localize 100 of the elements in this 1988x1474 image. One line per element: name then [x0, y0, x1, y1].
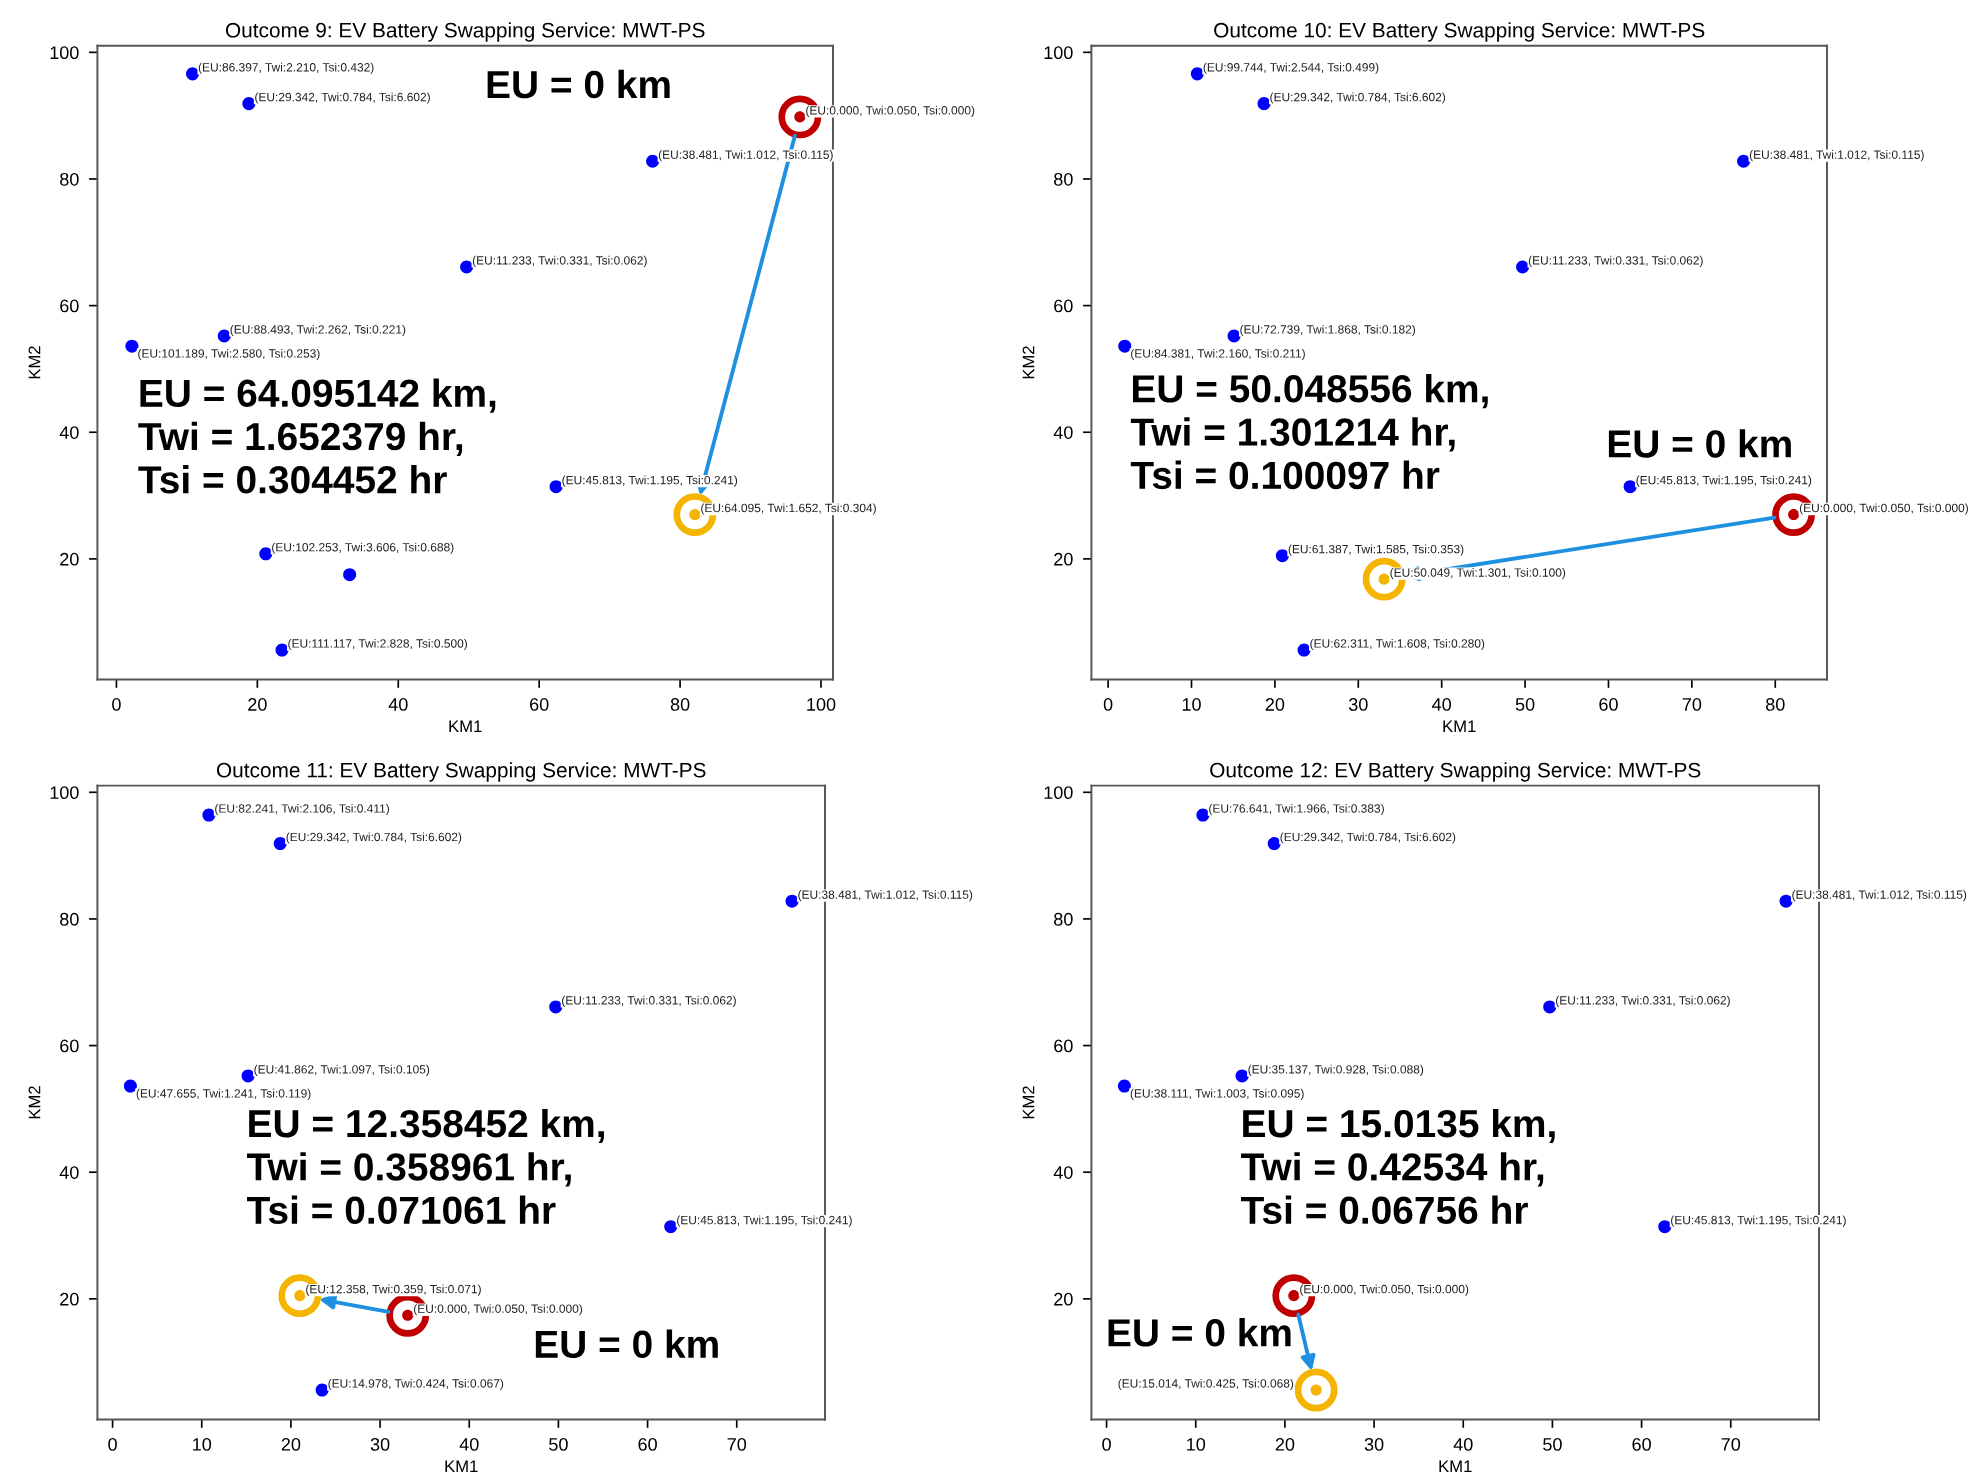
point — [1516, 260, 1530, 274]
y-tick-label: 20 — [60, 1292, 79, 1306]
y-tick-label: 40 — [59, 426, 79, 439]
x-axis-title: KM1 — [1439, 1460, 1472, 1472]
y-tick-label: 60 — [1054, 299, 1073, 313]
x-tick-label: 10 — [193, 1437, 212, 1451]
point — [202, 808, 216, 822]
point — [1623, 480, 1637, 494]
point — [1737, 154, 1751, 168]
annotation: EU = 15.0135 km, Twi = 0.42534 hr, Tsi = 0.06756 hr — [1241, 1108, 1555, 1225]
chart-title: Outcome 11: EV Battery Swapping Service: MWT-PS — [216, 762, 706, 782]
y-tick-label: 40 — [1053, 1166, 1073, 1179]
y-tick-label: 80 — [1054, 172, 1073, 186]
point — [1118, 339, 1132, 353]
y-tick-label: 20 — [1054, 1292, 1073, 1306]
x-tick-label: 0 — [112, 698, 121, 711]
x-tick-label: 0 — [1103, 698, 1113, 711]
point — [646, 154, 660, 168]
x-tick-label: 40 — [1432, 698, 1452, 711]
x-tick-label: 80 — [1766, 698, 1785, 711]
point — [1227, 329, 1241, 343]
x-tick-label: 30 — [1348, 698, 1368, 711]
point — [1297, 643, 1311, 657]
point — [1190, 67, 1204, 81]
y-axis-title: KM2 — [28, 346, 41, 379]
y-axis-title: KM2 — [1022, 1086, 1035, 1119]
point — [259, 547, 273, 561]
y-tick-label: 100 — [50, 786, 79, 800]
x-tick-label: 40 — [388, 698, 408, 711]
point — [125, 339, 139, 353]
annotation: EU = 0 km — [487, 69, 670, 99]
y-tick-label: 60 — [1054, 1039, 1073, 1053]
y-tick-label: 20 — [60, 552, 79, 566]
x-tick-label: 10 — [1182, 698, 1201, 711]
point — [1117, 1079, 1131, 1093]
x-tick-label: 30 — [1364, 1437, 1384, 1451]
x-tick-label: 70 — [1682, 698, 1702, 711]
x-tick-label: 60 — [530, 698, 549, 711]
point — [1196, 808, 1210, 822]
point — [1658, 1220, 1672, 1234]
x-axis-title: KM1 — [445, 1460, 478, 1472]
point — [1779, 894, 1793, 908]
point — [275, 643, 289, 657]
chart-title: Outcome 10: EV Battery Swapping Service: MWT-PS — [1214, 22, 1705, 42]
y-tick-label: 80 — [60, 912, 79, 926]
annotation: EU = 0 km — [535, 1329, 718, 1359]
point — [549, 1000, 563, 1014]
x-tick-label: 20 — [1275, 1437, 1295, 1451]
point — [785, 894, 799, 908]
point — [123, 1079, 137, 1093]
x-axis-title: KM1 — [1443, 720, 1476, 733]
x-tick-label: 50 — [1543, 1437, 1562, 1451]
y-tick-label: 80 — [1054, 912, 1073, 926]
annotation: EU = 50.048556 km, Twi = 1.301214 hr, Tsi = 0.100097 hr — [1130, 374, 1488, 490]
annotation: EU = 12.358452 km, Twi = 0.358961 hr, Tsi = 0.071061 hr — [247, 1108, 604, 1225]
y-tick-label: 40 — [1053, 426, 1073, 439]
annotation: EU = 64.095142 km, Twi = 1.652379 hr, Tsi = 0.304452 hr — [138, 378, 496, 494]
point — [273, 837, 287, 851]
annotation: EU = 0 km — [1608, 429, 1791, 458]
x-tick-label: 60 — [1599, 698, 1618, 711]
point — [1294, 1368, 1338, 1412]
x-tick-label: 80 — [670, 698, 690, 711]
point — [1235, 1069, 1249, 1083]
point — [241, 1069, 255, 1083]
point — [186, 67, 200, 81]
point — [549, 480, 563, 494]
chart-title: Outcome 12: EV Battery Swapping Service: MWT-PS — [1210, 762, 1701, 782]
x-tick-label: 0 — [1102, 1437, 1111, 1451]
x-tick-label: 70 — [727, 1437, 747, 1451]
y-axis-title: KM2 — [1022, 346, 1035, 379]
point — [1275, 549, 1289, 563]
x-tick-label: 40 — [1453, 1437, 1473, 1451]
x-tick-label: 0 — [108, 1437, 117, 1451]
point — [343, 568, 357, 582]
point — [1267, 837, 1281, 851]
annotation: EU = 0 km — [1108, 1318, 1291, 1347]
point — [242, 97, 256, 111]
point — [1543, 1000, 1557, 1014]
y-tick-label: 100 — [1044, 786, 1073, 800]
y-tick-label: 100 — [1044, 46, 1073, 60]
x-tick-label: 100 — [807, 698, 836, 711]
x-tick-label: 50 — [1515, 698, 1535, 711]
x-tick-label: 60 — [1632, 1437, 1651, 1451]
point — [460, 260, 474, 274]
x-tick-label: 20 — [248, 698, 267, 711]
chart-title: Outcome 9: EV Battery Swapping Service: MWT-PS — [225, 22, 705, 42]
y-tick-label: 20 — [1054, 552, 1073, 566]
y-tick-label: 60 — [60, 1039, 79, 1053]
point — [315, 1383, 329, 1397]
x-tick-label: 50 — [549, 1437, 568, 1451]
point — [664, 1220, 678, 1234]
y-tick-label: 80 — [60, 172, 79, 186]
x-tick-label: 70 — [1721, 1437, 1741, 1451]
x-tick-label: 30 — [370, 1437, 390, 1451]
x-tick-label: 40 — [459, 1437, 479, 1451]
y-axis-title: KM2 — [28, 1086, 41, 1119]
x-tick-label: 60 — [638, 1437, 657, 1451]
y-tick-label: 100 — [50, 46, 79, 60]
x-tick-label: 20 — [281, 1437, 301, 1451]
y-tick-label: 60 — [60, 299, 79, 313]
